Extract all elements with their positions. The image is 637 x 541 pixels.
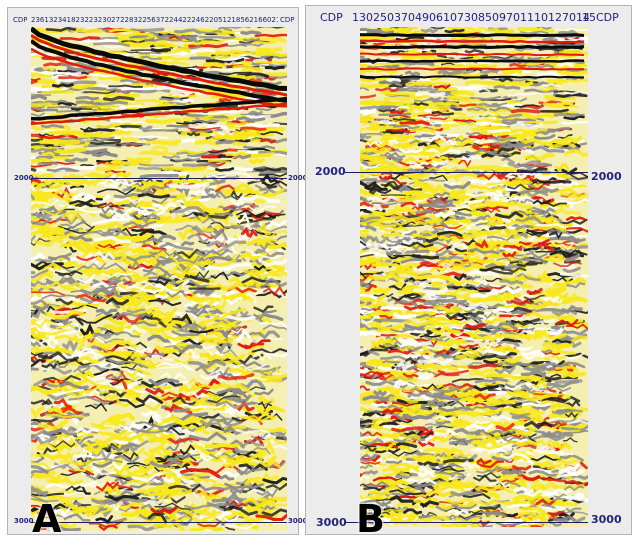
cdp-header-a-left: CDP [13, 16, 28, 24]
panel-letter-b: B [356, 497, 385, 541]
time-label-a-2000-left: 2000 [14, 174, 34, 182]
cdp-header-a-numbers: 2361323418232232302722832256372244222462… [31, 16, 278, 24]
time-label-a-3000-right: 3000 [288, 517, 308, 525]
cdp-header-b-numbers: 130250370490610730850970111012701430 [352, 11, 589, 24]
time-label-b-2000-right: 2000 [591, 170, 622, 183]
seismic-section-b [360, 27, 588, 527]
time-line-b-2000 [345, 172, 588, 173]
time-label-a-3000-left: 3000 [14, 517, 34, 525]
cdp-header-a-right: CDP [280, 16, 295, 24]
time-line-a-3000 [31, 522, 287, 523]
seismic-section-a [31, 27, 287, 531]
cdp-header-b-right: 15CDP [582, 11, 619, 24]
time-label-b-2000-left: 2000 [315, 165, 346, 178]
time-label-b-3000-left: 3000 [316, 516, 347, 529]
time-line-b-3000 [345, 522, 588, 523]
cdp-header-b-left: CDP [320, 11, 343, 24]
time-line-a-2000 [31, 178, 287, 179]
time-label-b-3000-right: 3000 [591, 513, 622, 526]
panel-letter-a: A [32, 497, 62, 541]
time-label-a-2000-right: 2000 [288, 174, 308, 182]
